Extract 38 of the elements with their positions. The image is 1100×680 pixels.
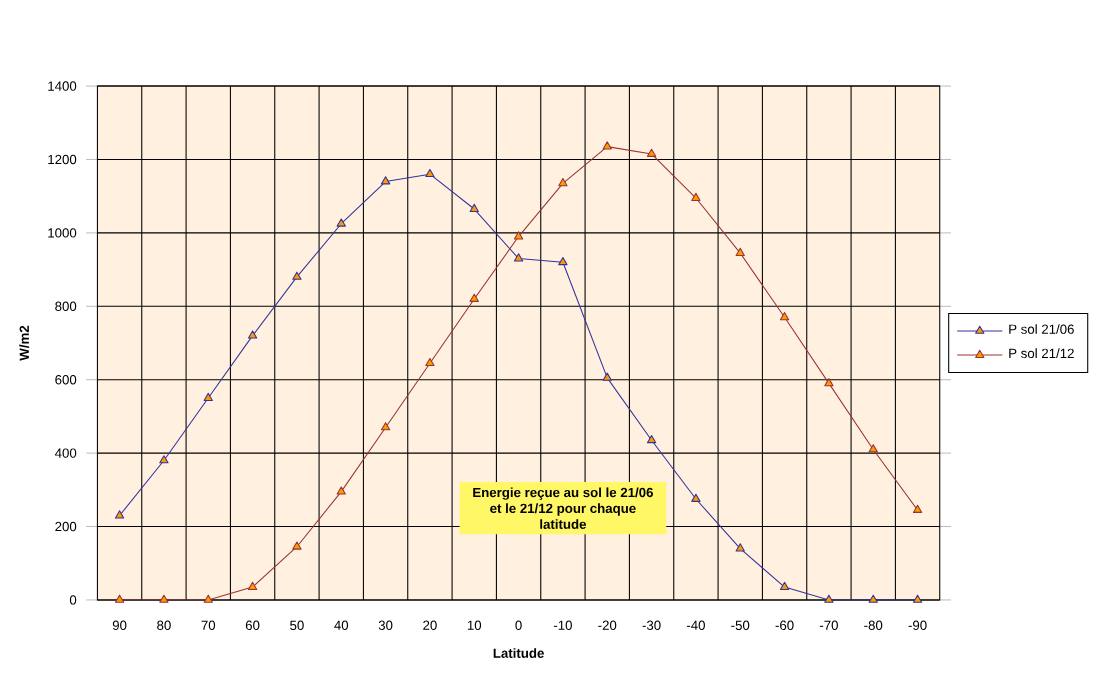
point <box>292 271 302 281</box>
point <box>646 148 657 158</box>
point <box>159 594 169 604</box>
point <box>691 493 701 503</box>
point <box>779 312 790 321</box>
point <box>203 594 213 604</box>
point <box>779 582 790 591</box>
point <box>469 204 479 213</box>
point <box>558 257 568 266</box>
point <box>114 510 125 519</box>
point <box>425 358 435 367</box>
point <box>824 594 834 604</box>
point <box>735 543 745 552</box>
point <box>159 455 169 464</box>
point <box>868 444 878 453</box>
point <box>602 372 612 382</box>
point <box>513 253 524 262</box>
point <box>602 141 612 150</box>
point <box>380 176 391 185</box>
point <box>336 218 346 227</box>
point <box>247 330 258 339</box>
point <box>513 231 524 240</box>
point <box>469 293 479 303</box>
point <box>646 435 657 444</box>
point <box>868 594 878 604</box>
point <box>292 541 302 550</box>
point <box>114 594 125 604</box>
point <box>824 378 834 387</box>
point <box>691 193 701 202</box>
point <box>558 178 568 187</box>
point <box>203 393 213 402</box>
point <box>912 505 923 514</box>
point <box>425 169 435 178</box>
point <box>735 248 745 257</box>
point <box>247 582 258 591</box>
point <box>336 486 346 495</box>
point <box>912 594 923 604</box>
point <box>380 422 391 431</box>
